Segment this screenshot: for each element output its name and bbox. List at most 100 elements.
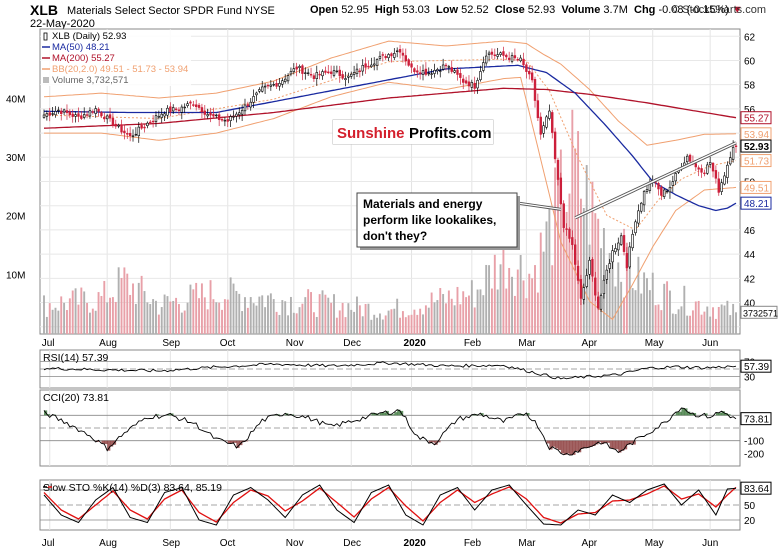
volume-bar <box>585 165 588 334</box>
price-candle <box>568 227 571 243</box>
volume-axis-label: 40M <box>6 94 25 105</box>
candle-body <box>166 107 169 116</box>
candle-body <box>252 96 255 103</box>
candle-body <box>574 244 577 265</box>
candle-body <box>660 186 663 196</box>
price-value-tag-box <box>740 111 772 125</box>
cci-oversold-fill <box>601 440 605 445</box>
cci-overbought-fill <box>684 408 688 416</box>
candle-body <box>60 110 63 114</box>
candle-body <box>149 121 152 124</box>
cci-overbought-fill <box>155 414 160 416</box>
candle-body <box>513 55 517 59</box>
candle-body <box>332 70 336 76</box>
volume-bar <box>178 304 180 334</box>
volume-bar <box>407 315 410 334</box>
candle-body <box>344 78 347 81</box>
candle-body <box>327 71 330 74</box>
candle-body <box>502 51 505 56</box>
cci-oversold-fill <box>557 440 562 450</box>
price-candle <box>513 48 517 61</box>
price-candle <box>542 121 545 138</box>
volume-bar <box>554 167 557 334</box>
price-candle <box>94 105 97 118</box>
volume-bar <box>94 310 97 334</box>
volume-bar <box>617 262 620 334</box>
candle-body <box>671 181 675 186</box>
price-candle <box>51 106 54 117</box>
indicator-axis-label: -200 <box>744 449 764 460</box>
cci-overbought-fill <box>379 412 384 416</box>
volume-bar <box>648 290 651 334</box>
candle-body <box>729 157 732 165</box>
candle-body <box>143 126 146 129</box>
candle-body <box>516 58 519 61</box>
candle-body <box>301 65 304 74</box>
candle-body <box>439 70 442 72</box>
candle-body <box>467 81 471 87</box>
volume-value: 3.7M <box>603 4 628 16</box>
volume-bar <box>344 317 347 334</box>
volume-bar <box>424 305 427 334</box>
volume-bar <box>657 304 660 334</box>
cci-oversold-fill <box>615 440 619 450</box>
volume-bar <box>77 304 80 334</box>
price-candle <box>111 113 115 128</box>
price-candle <box>240 104 244 121</box>
volume-bar <box>226 299 229 334</box>
price-value-tag-box <box>740 139 772 153</box>
volume-bar <box>436 300 439 334</box>
cci-oversold-fill <box>595 440 599 445</box>
volume-bar <box>430 292 433 334</box>
price-candle <box>123 125 126 140</box>
candle-body <box>183 106 186 109</box>
price-candle <box>470 79 474 92</box>
volume-bar <box>577 131 580 334</box>
volume-bar <box>327 297 330 334</box>
volume-bar <box>562 227 565 334</box>
candle-body <box>553 131 557 160</box>
cci-oversold-fill <box>546 440 550 444</box>
volume-bar <box>427 307 430 334</box>
price-candle <box>464 76 468 85</box>
candle-body <box>430 73 433 75</box>
volume-bar <box>203 297 206 334</box>
x-axis-label: Sep <box>162 538 180 549</box>
cci-oversold-fill <box>572 440 576 455</box>
cci-oversold-fill <box>566 440 570 454</box>
volume-bar <box>413 309 416 334</box>
cci-oversold-fill <box>233 440 237 443</box>
candle-body <box>536 100 540 119</box>
volume-bar <box>445 303 447 334</box>
price-candle <box>433 63 436 78</box>
candle-body <box>703 172 706 175</box>
price-value-tag-text: 51.73 <box>744 157 769 168</box>
price-candle <box>424 62 428 77</box>
cci-overbought-fill <box>672 414 677 416</box>
volume-bar <box>694 301 697 334</box>
volume-bar <box>453 305 456 334</box>
volume-bar <box>63 302 66 334</box>
price-candle <box>154 111 158 127</box>
price-candle <box>404 48 407 66</box>
price-candle <box>315 65 318 86</box>
volume-bar <box>238 293 241 334</box>
price-candle <box>85 110 89 119</box>
candle-body <box>255 92 258 96</box>
candle-body <box>596 296 600 309</box>
price-candle <box>160 108 163 123</box>
price-candle <box>301 64 304 81</box>
candle-body <box>619 235 623 245</box>
price-candle <box>502 46 505 61</box>
price-candle <box>726 161 729 184</box>
candle-body <box>542 125 545 134</box>
volume-bar <box>557 175 559 334</box>
x-axis-label: May <box>645 538 664 549</box>
price-candle <box>82 107 86 120</box>
volume-bar <box>186 302 189 334</box>
price-candle <box>559 172 563 205</box>
price-candle <box>243 98 247 115</box>
price-candle <box>375 58 379 71</box>
candle-body <box>496 54 499 57</box>
candle-body <box>625 253 629 269</box>
